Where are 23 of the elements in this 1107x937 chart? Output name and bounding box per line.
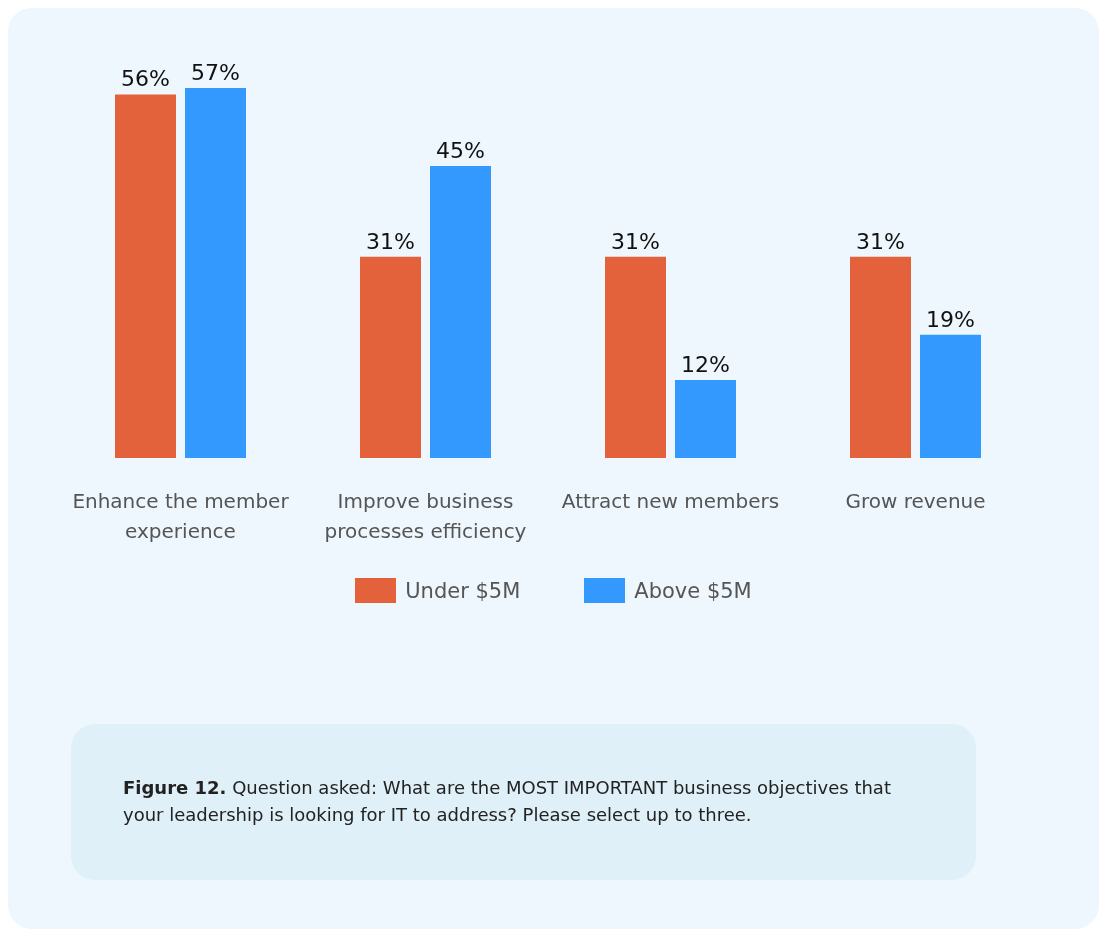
data-label: 12%	[681, 352, 730, 378]
data-label: 31%	[856, 228, 905, 254]
bar	[430, 165, 491, 458]
bar	[185, 88, 246, 458]
data-label: 45%	[436, 137, 485, 163]
data-label: 19%	[926, 306, 975, 332]
x-tick-label: Improve business processes efficiency	[324, 489, 527, 544]
x-tick-label: Attract new members	[561, 489, 780, 514]
bar	[920, 334, 981, 458]
bar	[115, 94, 176, 458]
bar	[605, 256, 666, 458]
legend-label: Above $5M	[634, 578, 752, 603]
data-label: 56%	[121, 66, 170, 92]
x-tick-label: Enhance the member experience	[72, 489, 290, 544]
data-label: 31%	[611, 228, 660, 254]
bar	[850, 256, 911, 458]
caption: Figure 12. Question asked: What are the MOST IMPORTANT business objectives that your leadership is looking for IT to address? Please select up to three.	[123, 777, 891, 825]
bar	[675, 380, 736, 458]
data-label: 31%	[366, 228, 415, 254]
data-label: 57%	[191, 60, 240, 85]
x-tick-label: Grow revenue	[845, 489, 986, 514]
bar	[360, 256, 421, 458]
legend-label: Under $5M	[405, 578, 521, 603]
